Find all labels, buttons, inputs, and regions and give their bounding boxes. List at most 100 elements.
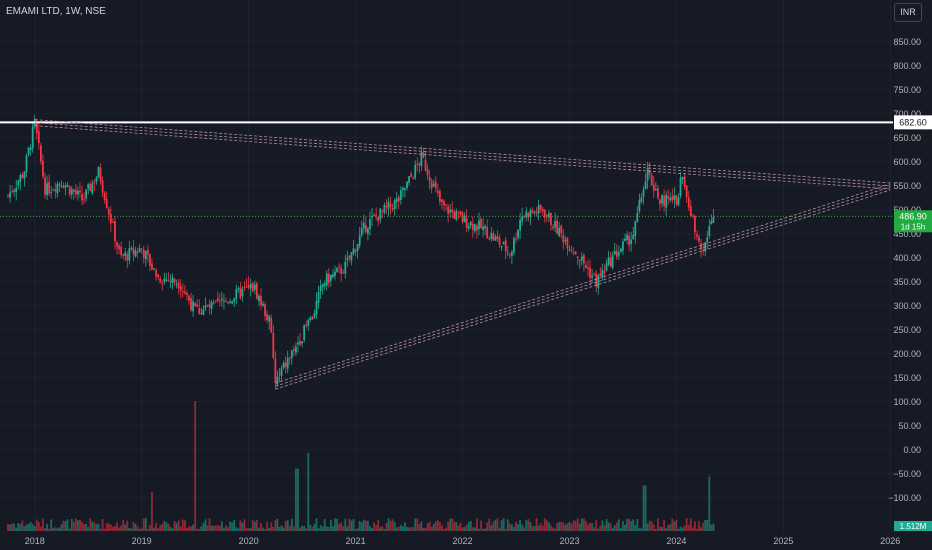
volume-bar	[550, 525, 552, 531]
candle-body	[181, 291, 184, 293]
volume-bar	[253, 521, 256, 531]
volume-bar	[251, 519, 254, 531]
volume-bar	[430, 526, 433, 531]
candle-body	[81, 194, 83, 201]
volume-bar	[33, 526, 36, 531]
volume-bar	[31, 524, 34, 531]
lower-trendline	[275, 186, 891, 387]
candle-body	[134, 250, 137, 257]
candle-body	[646, 168, 649, 181]
candle-body	[132, 248, 135, 255]
volume-bars	[7, 401, 715, 531]
candle-body	[352, 248, 355, 254]
volume-bar	[352, 519, 355, 531]
candle-body	[671, 196, 674, 201]
volume-bar	[198, 528, 201, 531]
candle-body	[360, 228, 363, 236]
candle-body	[274, 358, 277, 383]
candle-body	[83, 199, 85, 201]
candle-body	[401, 187, 404, 191]
candle-body	[593, 274, 596, 276]
volume-bar	[118, 527, 120, 531]
candle-body	[309, 317, 312, 320]
candle-body	[710, 220, 713, 225]
candle-body	[502, 242, 505, 245]
volume-bar	[617, 519, 620, 531]
candle-body	[529, 210, 532, 217]
volume-bar	[48, 528, 51, 531]
volume-bar	[297, 468, 299, 531]
volume-bar	[101, 519, 104, 531]
annotation-lines[interactable]	[0, 119, 893, 390]
y-tick-label: −50.00	[893, 469, 921, 479]
volume-bar	[648, 520, 651, 531]
candle-body	[264, 304, 266, 317]
candle-body	[128, 248, 131, 261]
candle-body	[500, 245, 503, 248]
volume-bar	[488, 518, 491, 531]
candle-body	[644, 181, 647, 190]
y-tick-label: 0.00	[903, 445, 921, 455]
volume-bar	[393, 521, 396, 531]
volume-bar	[465, 524, 468, 531]
volume-bar	[99, 528, 102, 531]
candle-body	[628, 235, 631, 246]
volume-bar	[188, 526, 190, 531]
candle-body	[290, 350, 293, 358]
candle-body	[321, 284, 324, 288]
volume-bar	[229, 521, 232, 531]
volume-bar	[83, 524, 85, 531]
volume-bar	[619, 528, 622, 531]
candle-body	[578, 259, 581, 261]
volume-bar	[486, 522, 489, 531]
candle-body	[539, 205, 542, 210]
volume-bar	[336, 518, 338, 531]
volume-bar	[416, 518, 419, 531]
candle-body	[93, 182, 96, 184]
volume-bar	[597, 528, 600, 531]
time-axis[interactable]: 2018 2019 2020 2021 2022 2023 2024 2025 2026	[25, 536, 901, 546]
candle-body	[665, 194, 668, 208]
currency-button[interactable]: INR	[894, 3, 922, 22]
candle-body	[455, 211, 458, 221]
volume-bar	[114, 525, 116, 531]
candle-body	[21, 174, 24, 178]
volume-bar	[679, 526, 682, 531]
volume-bar	[338, 523, 341, 531]
volume-bar	[74, 518, 77, 531]
candle-body	[685, 185, 688, 198]
volume-bar	[624, 524, 626, 531]
volume-bar	[632, 519, 635, 531]
candle-body	[589, 267, 591, 278]
candle-body	[552, 226, 554, 229]
candle-body	[482, 226, 484, 231]
volume-bar	[578, 523, 581, 531]
volume-bar	[375, 524, 378, 531]
volume-bar	[307, 453, 310, 531]
candle-body	[422, 152, 425, 158]
candle-body	[138, 248, 141, 253]
candle-body	[706, 237, 709, 243]
symbol-title[interactable]: EMAMI LTD, 1W, NSE	[6, 6, 106, 17]
candle-body	[233, 298, 236, 302]
candle-body	[663, 196, 665, 206]
price-axis[interactable]: 850.00 800.00 750.00 700.00 650.00 600.00 550.…	[888, 37, 921, 503]
y-tick-label: 450.00	[893, 229, 921, 239]
resistance-label-bg	[894, 115, 932, 130]
volume-bar	[455, 522, 458, 531]
candle-body	[56, 183, 59, 194]
volume-bar	[276, 518, 279, 531]
candle-body	[292, 348, 295, 351]
candle-body	[37, 131, 40, 144]
candle-body	[445, 204, 447, 206]
volume-bar	[317, 528, 320, 531]
volume-bar	[661, 527, 663, 531]
candle-body	[258, 295, 260, 302]
candle-body	[64, 185, 67, 188]
candle-body	[130, 247, 133, 249]
volume-bar	[675, 519, 678, 531]
volume-bar	[87, 527, 90, 531]
volume-bar	[593, 527, 596, 531]
candle-body	[344, 261, 347, 274]
